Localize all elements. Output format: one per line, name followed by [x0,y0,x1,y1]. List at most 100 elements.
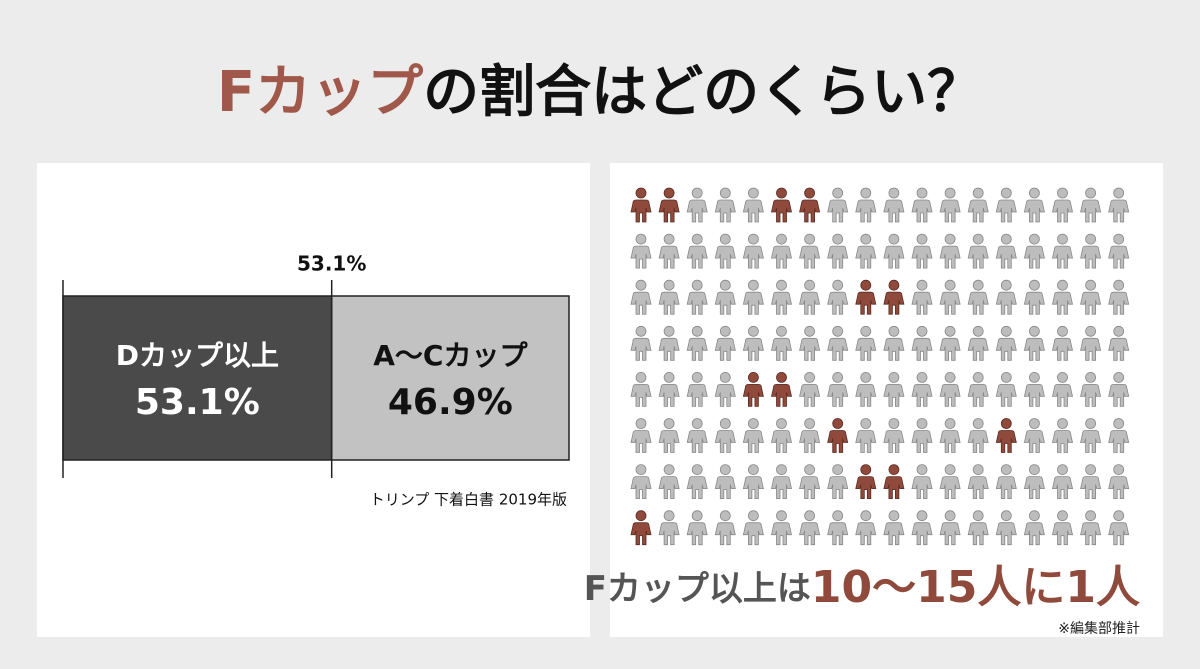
person-head [832,325,844,337]
person-icon [630,418,652,453]
person-head [1029,464,1040,476]
person-body [995,337,1017,361]
person-body [827,291,849,315]
person-body [742,199,764,223]
pictogram [630,187,1130,546]
person-icon [714,233,736,269]
person-icon [911,371,933,407]
person-body [939,384,961,407]
person-icon [827,233,849,269]
person-body [630,384,652,407]
person-icon [714,510,736,546]
person-icon [911,510,933,546]
person-icon [1080,187,1102,223]
person-body [630,337,652,361]
person-body [939,337,961,361]
person-icon [995,418,1017,453]
person-body [742,245,764,269]
person-icon [911,233,933,269]
person-body [855,430,877,453]
person-icon [1023,371,1045,407]
person-head [1085,510,1096,522]
bar-segment [62,295,333,461]
person-head [832,371,844,383]
person-head [1057,233,1068,245]
person-head [719,325,731,337]
person-icon [630,510,652,546]
person-head [888,279,900,291]
person-body [967,337,989,361]
person-icon [714,371,736,407]
person-icon [967,464,989,499]
person-head [916,510,928,522]
person-body [1108,199,1130,223]
title-rest: の割合はどのくらい？ [423,60,983,125]
person-head [1113,418,1125,429]
caption: Fカップ以上は10〜15人に1人 [584,562,1140,613]
person-icon [883,325,905,361]
person-head [916,279,928,291]
person-head [944,371,956,383]
person-head [748,371,759,383]
person-icon [939,418,961,453]
person-icon [1052,510,1073,546]
person-head [944,464,956,476]
person-body [855,476,877,499]
person-head [1057,510,1068,522]
person-body [799,199,821,223]
person-head [860,233,872,245]
person-head [776,325,787,337]
person-icon [1080,418,1102,453]
person-icon [995,371,1017,407]
person-head [1029,510,1040,522]
person-body [855,291,877,315]
person-body [827,430,849,453]
person-body [967,199,989,223]
person-icon [771,325,792,361]
person-head [1057,325,1068,337]
person-icon [827,418,849,453]
person-body [630,522,652,546]
person-head [1113,279,1125,291]
person-head [804,325,815,337]
person-head [1029,371,1040,383]
person-head [888,464,900,476]
person-icon [1080,325,1102,361]
person-head [635,233,647,245]
person-body [827,245,849,269]
person-body [1023,430,1045,453]
person-icon [995,187,1017,223]
person-body [658,476,680,499]
person-head [804,418,815,429]
person-body [939,199,961,223]
person-icon [686,233,708,269]
person-head [888,233,900,245]
person-body [911,430,933,453]
person-head [1085,464,1096,476]
person-icon [967,187,989,223]
person-head [944,187,956,199]
person-head [916,325,928,337]
person-icon [799,510,821,546]
person-head [691,187,703,199]
person-icon [742,464,764,499]
person-icon [630,187,652,223]
person-body [630,291,652,315]
person-head [748,279,759,291]
person-icon [967,233,989,269]
person-head [1057,371,1068,383]
person-icon [1108,233,1130,269]
person-head [1085,187,1096,199]
person-body [855,384,877,407]
person-head [691,325,703,337]
person-body [771,291,792,315]
person-body [1108,245,1130,269]
person-head [1085,325,1096,337]
person-head [748,464,759,476]
person-icon [911,279,933,315]
person-icon [771,187,792,223]
person-icon [855,371,877,407]
person-body [883,384,905,407]
person-body [1023,291,1045,315]
person-body [630,476,652,499]
